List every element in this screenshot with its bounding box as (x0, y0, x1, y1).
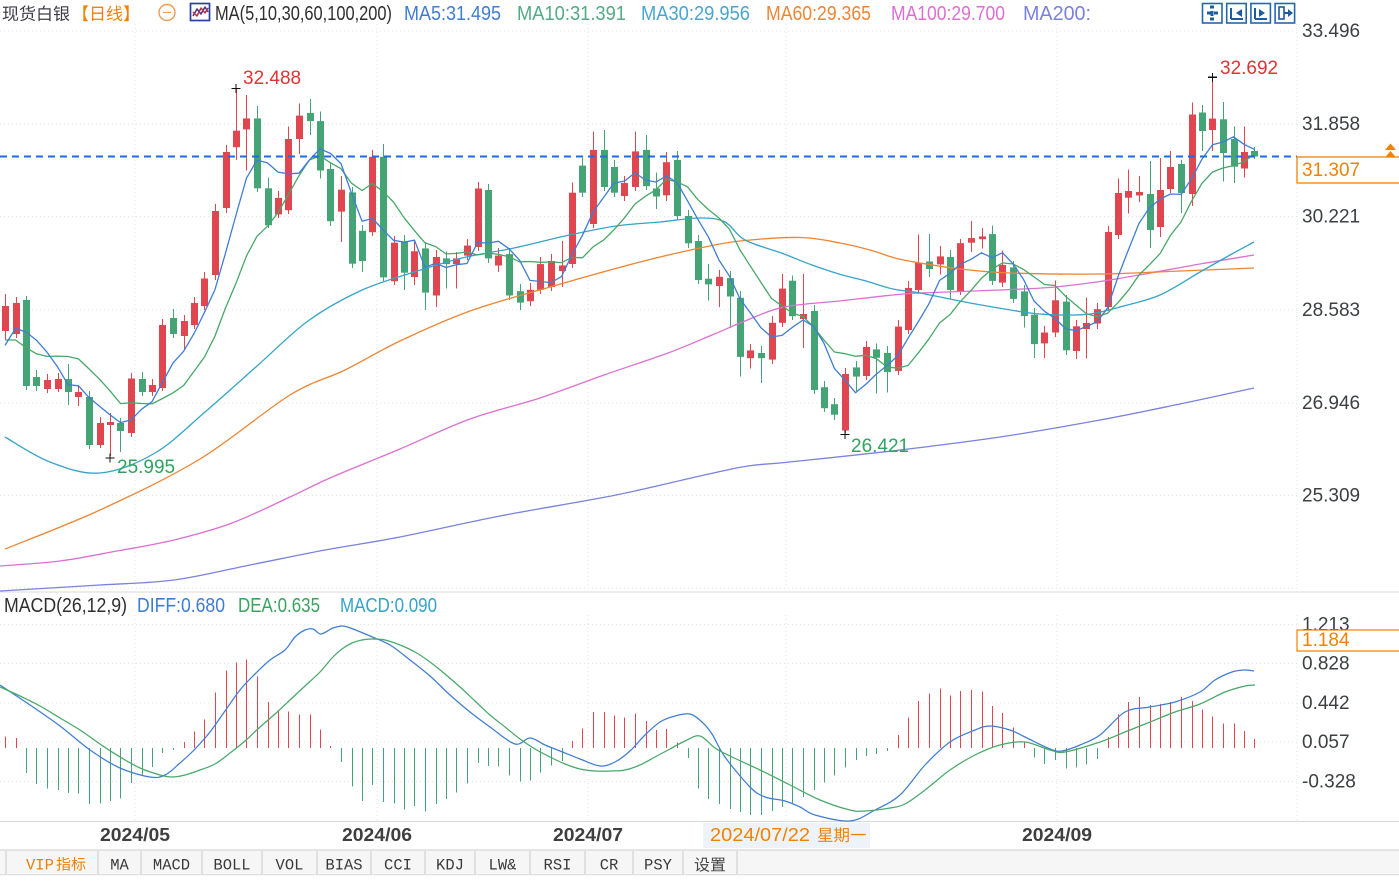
svg-text:MACD: MACD (153, 857, 190, 875)
svg-text:KDJ: KDJ (436, 857, 464, 875)
svg-text:MA10:31.391: MA10:31.391 (517, 3, 626, 25)
svg-text:26.421: 26.421 (851, 436, 909, 457)
svg-text:31.307: 31.307 (1302, 160, 1360, 181)
svg-text:CCI: CCI (384, 857, 412, 875)
svg-text:VOL: VOL (276, 857, 304, 875)
svg-text:LW&: LW& (489, 857, 517, 875)
svg-text:DIFF:0.680: DIFF:0.680 (137, 595, 225, 617)
svg-text:26.946: 26.946 (1302, 393, 1360, 414)
svg-text:32.692: 32.692 (1220, 58, 1278, 79)
svg-text:2024/06: 2024/06 (342, 825, 412, 845)
svg-text:-0.328: -0.328 (1302, 771, 1356, 792)
svg-text:MACD(26,12,9): MACD(26,12,9) (4, 595, 127, 617)
svg-text:BOLL: BOLL (213, 857, 250, 875)
svg-text:MA200:: MA200: (1023, 3, 1091, 25)
svg-text:33.496: 33.496 (1302, 21, 1360, 42)
svg-text:MACD:0.090: MACD:0.090 (340, 595, 437, 617)
svg-text:0.057: 0.057 (1302, 732, 1350, 753)
svg-text:2024/07: 2024/07 (553, 825, 623, 845)
svg-text:2024/05: 2024/05 (100, 825, 170, 845)
svg-text:PSY: PSY (644, 857, 673, 875)
svg-text:1.184: 1.184 (1302, 630, 1350, 651)
svg-text:28.583: 28.583 (1302, 300, 1360, 321)
svg-text:25.995: 25.995 (117, 457, 175, 478)
svg-text:MA: MA (110, 857, 129, 875)
svg-text:30.221: 30.221 (1302, 207, 1360, 228)
svg-text:DEA:0.635: DEA:0.635 (238, 595, 320, 617)
svg-text:MA100:29.700: MA100:29.700 (891, 3, 1005, 25)
svg-text:CR: CR (600, 857, 619, 875)
svg-text:0.828: 0.828 (1302, 654, 1350, 675)
svg-text:32.488: 32.488 (243, 68, 301, 89)
svg-text:MA(5,10,30,60,100,200): MA(5,10,30,60,100,200) (215, 3, 392, 25)
svg-text:VIP: VIP (26, 857, 54, 875)
svg-text:MA30:29.956: MA30:29.956 (641, 3, 750, 25)
svg-text:2024/09: 2024/09 (1022, 825, 1092, 845)
svg-text:MA5:31.495: MA5:31.495 (404, 3, 501, 25)
svg-text:31.858: 31.858 (1302, 114, 1360, 135)
svg-text:0.442: 0.442 (1302, 693, 1350, 714)
svg-text:25.309: 25.309 (1302, 486, 1360, 507)
svg-text:MA60:29.365: MA60:29.365 (766, 3, 871, 25)
svg-text:RSI: RSI (544, 857, 572, 875)
svg-text:2024/07/22: 2024/07/22 (710, 825, 810, 845)
svg-text:BIAS: BIAS (325, 857, 362, 875)
